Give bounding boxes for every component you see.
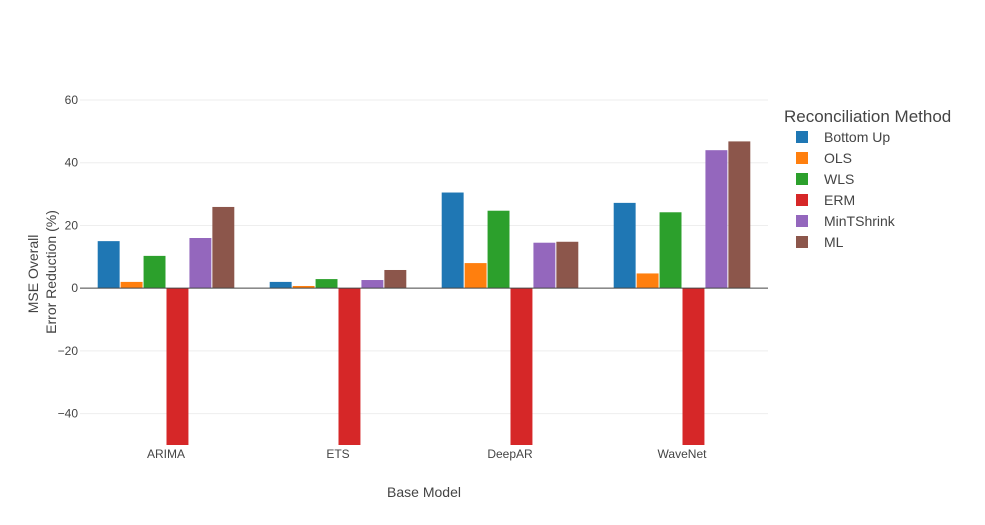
- bar: [143, 255, 166, 289]
- y-tick-label: 60: [65, 93, 79, 107]
- legend-label: Bottom Up: [824, 129, 890, 145]
- legend-label: OLS: [824, 150, 852, 166]
- bar: [212, 206, 235, 289]
- y-axis-title-line-1: MSE Overall: [25, 235, 41, 314]
- x-tick-label: ARIMA: [147, 447, 185, 461]
- bar: [464, 263, 487, 289]
- bar: [659, 212, 682, 289]
- legend-swatch: [796, 215, 808, 227]
- legend-label: ERM: [824, 192, 855, 208]
- bar: [556, 241, 579, 289]
- bar: [384, 269, 407, 289]
- bar: [166, 288, 189, 445]
- bar: [189, 238, 212, 289]
- legend-title: Reconciliation Method: [784, 107, 951, 126]
- bar: [292, 285, 315, 289]
- y-tick-label: 20: [65, 218, 79, 232]
- legend-swatch: [796, 236, 808, 248]
- y-tick-label: −40: [58, 407, 79, 421]
- y-tick-label: −20: [58, 344, 79, 358]
- legend-label: WLS: [824, 171, 854, 187]
- legend-item[interactable]: WLS: [796, 171, 854, 187]
- bar: [510, 288, 533, 445]
- legend-swatch: [796, 194, 808, 206]
- bar: [338, 288, 361, 445]
- bar: [315, 279, 338, 289]
- legend-item[interactable]: ML: [796, 234, 844, 250]
- bar: [613, 202, 636, 289]
- y-axis-title: MSE Overall Error Reduction (%): [25, 210, 59, 334]
- legend: Reconciliation Method Bottom Up OLS WLS ERM…: [784, 107, 951, 250]
- y-axis-title-line-2: Error Reduction (%): [43, 210, 59, 334]
- bar: [269, 281, 292, 289]
- bar: [120, 281, 143, 289]
- legend-item[interactable]: OLS: [796, 150, 852, 166]
- bar: [636, 273, 659, 289]
- y-tick-label: 0: [71, 281, 78, 295]
- y-tick-label: 40: [65, 156, 79, 170]
- x-tick-labels: ARIMA ETS DeepAR WaveNet: [147, 447, 707, 461]
- y-tick-labels: −40 −20 0 20 40 60: [58, 93, 79, 421]
- bars: [97, 141, 751, 445]
- legend-swatch: [796, 173, 808, 185]
- legend-label: MinTShrink: [824, 213, 896, 229]
- legend-item[interactable]: ERM: [796, 192, 855, 208]
- bar: [441, 192, 464, 289]
- legend-swatch: [796, 152, 808, 164]
- legend-swatch: [796, 131, 808, 143]
- bar: [728, 141, 751, 289]
- x-tick-label: DeepAR: [487, 447, 533, 461]
- bar: [705, 150, 728, 289]
- x-tick-label: ETS: [326, 447, 349, 461]
- legend-item[interactable]: MinTShrink: [796, 213, 896, 229]
- gridlines: [80, 99, 768, 415]
- bar: [682, 288, 705, 445]
- legend-items: Bottom Up OLS WLS ERM MinTShrink ML: [796, 129, 896, 250]
- legend-item[interactable]: Bottom Up: [796, 129, 890, 145]
- bar: [97, 241, 120, 289]
- x-tick-label: WaveNet: [658, 447, 708, 461]
- bar: [361, 280, 384, 289]
- x-axis-title: Base Model: [387, 484, 461, 500]
- legend-label: ML: [824, 234, 844, 250]
- bar: [533, 242, 556, 289]
- bar: [487, 210, 510, 289]
